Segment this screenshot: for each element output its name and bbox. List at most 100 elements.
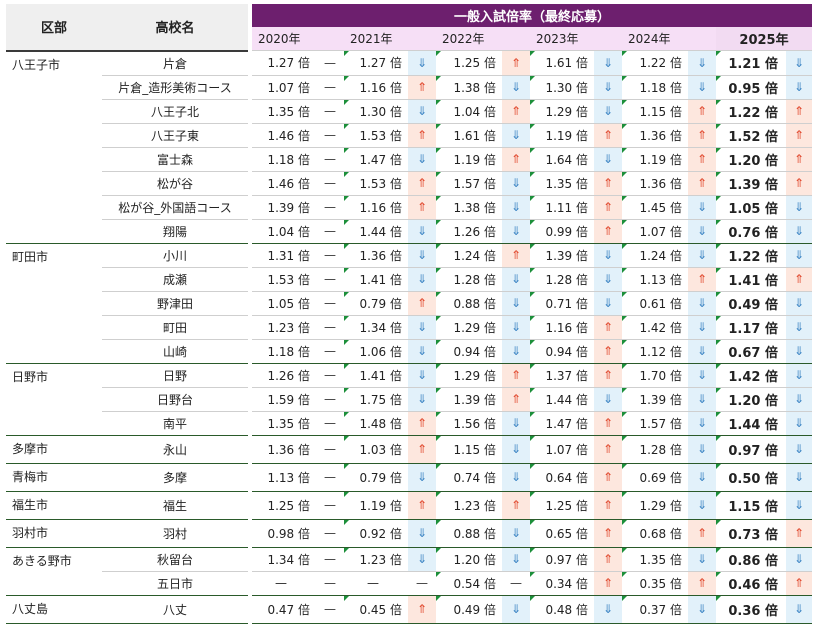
up-arrow-icon: ⇑ (502, 99, 530, 124)
up-arrow-icon: ⇑ (408, 195, 436, 220)
ratio-value: 1.07 倍 (252, 75, 316, 100)
up-arrow-icon: ⇑ (594, 519, 622, 548)
up-arrow-icon: ⇑ (786, 171, 812, 196)
ratio-2025: 0.50 倍 (716, 463, 786, 492)
dash-icon: — (316, 519, 344, 548)
ratio-banner: 一般入試倍率（最終応募） (252, 4, 812, 27)
down-arrow-icon: ⇓ (502, 463, 530, 492)
ratio-value: 1.23 倍 (344, 547, 408, 572)
ratio-value: 0.79 倍 (344, 291, 408, 316)
down-arrow-icon: ⇓ (502, 519, 530, 548)
ratio-value: 1.04 倍 (252, 219, 316, 244)
table-row: 八王子北 1.35 倍 —1.30 倍 ⇓ 1.04 倍 ⇑ 1.29 倍 ⇓ 1.15 倍 ⇑ 1… (6, 99, 812, 124)
up-arrow-icon: ⇑ (786, 147, 812, 172)
ratio-value: 1.13 倍 (252, 463, 316, 492)
table-row: 松が谷 1.46 倍 —1.53 倍 ⇑ 1.57 倍 ⇓ 1.35 倍 ⇑ 1.36 倍 ⇑ 1.… (6, 171, 812, 196)
down-arrow-icon: ⇓ (688, 547, 716, 572)
table-row: 町田 1.23 倍 —1.34 倍 ⇓ 1.29 倍 ⇓ 1.16 倍 ⇑ 1.42 倍 ⇓ 1.1… (6, 315, 812, 340)
school-name: 福生 (102, 491, 248, 520)
down-arrow-icon: ⇓ (502, 123, 530, 148)
ratio-value: 1.24 倍 (622, 243, 688, 268)
ratio-value: 1.28 倍 (622, 435, 688, 464)
down-arrow-icon: ⇓ (688, 219, 716, 244)
up-arrow-icon: ⇑ (502, 147, 530, 172)
ratio-2025: 1.41 倍 (716, 267, 786, 292)
school-name: 八丈 (102, 595, 248, 624)
down-arrow-icon: ⇓ (408, 463, 436, 492)
ratio-value: 1.35 倍 (252, 411, 316, 436)
up-arrow-icon: ⇑ (594, 547, 622, 572)
entrance-ratio-table: 区部 高校名 一般入試倍率（最終応募） 2020年 2021年 2022年 20… (6, 4, 812, 624)
ratio-value: 0.99 倍 (530, 219, 594, 244)
ratio-value: 1.06 倍 (344, 339, 408, 364)
ratio-value: 1.35 倍 (622, 547, 688, 572)
down-arrow-icon: ⇓ (408, 219, 436, 244)
ratio-value: 1.39 倍 (252, 195, 316, 220)
district-cell: 日野市 (6, 363, 102, 436)
ratio-2025: 0.97 倍 (716, 435, 786, 464)
ratio-value: 1.25 倍 (252, 491, 316, 520)
ratio-value: 1.53 倍 (344, 171, 408, 196)
ratio-value: 1.28 倍 (436, 267, 502, 292)
dash-icon: — (316, 463, 344, 492)
dash-icon: — (316, 435, 344, 464)
dash-icon: — (316, 315, 344, 340)
ratio-2025: 0.67 倍 (716, 339, 786, 364)
up-arrow-icon: ⇑ (594, 435, 622, 464)
ratio-2025: 0.46 倍 (716, 571, 786, 596)
ratio-value: 0.34 倍 (530, 571, 594, 596)
school-name: 松が谷_外国語コース (102, 195, 248, 220)
district-cell: 青梅市 (6, 463, 102, 492)
ratio-value: 1.27 倍 (252, 50, 316, 76)
year-header: 2022年 (436, 27, 530, 51)
ratio-value: 1.04 倍 (436, 99, 502, 124)
school-name: 多摩 (102, 463, 248, 492)
ratio-2025: 1.05 倍 (716, 195, 786, 220)
ratio-value: 1.34 倍 (252, 547, 316, 572)
ratio-value: 0.88 倍 (436, 519, 502, 548)
ratio-value: 0.94 倍 (436, 339, 502, 364)
up-arrow-icon: ⇑ (502, 50, 530, 76)
down-arrow-icon: ⇓ (594, 291, 622, 316)
down-arrow-icon: ⇓ (594, 147, 622, 172)
ratio-2025: 1.20 倍 (716, 387, 786, 412)
ratio-value: 1.19 倍 (530, 123, 594, 148)
up-arrow-icon: ⇑ (688, 571, 716, 596)
table-row: 町田市 小川 1.31 倍 —1.36 倍 ⇓ 1.24 倍 ⇑ 1.39 倍 ⇓ 1.24 倍 ⇓… (6, 243, 812, 364)
ratio-2025: 0.86 倍 (716, 547, 786, 572)
up-arrow-icon: ⇑ (594, 363, 622, 388)
ratio-2025: 0.73 倍 (716, 519, 786, 548)
ratio-value: 1.29 倍 (436, 315, 502, 340)
dash-icon: — (316, 571, 344, 596)
dash-icon: — (316, 491, 344, 520)
ratio-value: 1.18 倍 (252, 147, 316, 172)
ratio-value: 1.57 倍 (622, 411, 688, 436)
ratio-value: 1.15 倍 (622, 99, 688, 124)
dash-icon: — (316, 291, 344, 316)
district-cell: 福生市 (6, 491, 102, 520)
ratio-value: 0.71 倍 (530, 291, 594, 316)
ratio-value: 1.36 倍 (344, 243, 408, 268)
ratio-value: 1.22 倍 (622, 50, 688, 76)
table-row: 八丈島 八丈 0.47 倍 —0.45 倍 ⇑ 0.49 倍 ⇓ 0.48 倍 ⇓ 0.37 倍 ⇓… (6, 595, 812, 624)
dash-icon: — (316, 219, 344, 244)
down-arrow-icon: ⇓ (502, 411, 530, 436)
ratio-value: 1.30 倍 (344, 99, 408, 124)
ratio-value: 0.65 倍 (530, 519, 594, 548)
ratio-value: 1.19 倍 (344, 491, 408, 520)
up-arrow-icon: ⇑ (688, 123, 716, 148)
ratio-value: 1.07 倍 (530, 435, 594, 464)
down-arrow-icon: ⇓ (688, 491, 716, 520)
down-arrow-icon: ⇓ (688, 411, 716, 436)
down-arrow-icon: ⇓ (594, 267, 622, 292)
down-arrow-icon: ⇓ (786, 315, 812, 340)
table-row: 八王子東 1.46 倍 —1.53 倍 ⇑ 1.61 倍 ⇓ 1.19 倍 ⇑ 1.36 倍 ⇑ 1… (6, 123, 812, 148)
table-row: 山崎 1.18 倍 —1.06 倍 ⇓ 0.94 倍 ⇓ 0.94 倍 ⇑ 1.12 倍 ⇓ 0.6… (6, 339, 812, 364)
school-name: 富士森 (102, 147, 248, 172)
ratio-value: 1.15 倍 (436, 435, 502, 464)
dash-icon: — (316, 339, 344, 364)
down-arrow-icon: ⇓ (786, 50, 812, 76)
ratio-2025: 1.52 倍 (716, 123, 786, 148)
down-arrow-icon: ⇓ (502, 339, 530, 364)
ratio-value: 1.35 倍 (252, 99, 316, 124)
